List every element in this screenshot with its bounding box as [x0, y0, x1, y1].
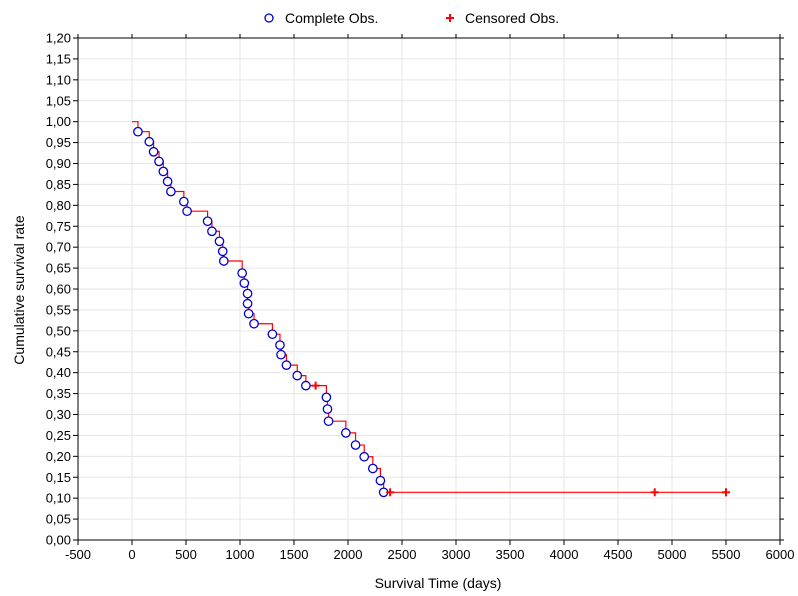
y-axis-title: Cumulative survival rate: [11, 215, 27, 365]
complete-obs-point: [242, 288, 253, 299]
y-tick-label: 0,00: [46, 533, 71, 548]
complete-obs-point: [243, 308, 254, 319]
x-tick-label: 1500: [280, 547, 309, 562]
censored-obs-point: [386, 488, 395, 497]
complete-obs-point: [158, 166, 169, 177]
y-tick-label: 0,10: [46, 491, 71, 506]
censored-obs-point: [311, 381, 320, 390]
x-tick-label: 6000: [766, 547, 795, 562]
y-tick-label: 1,15: [46, 51, 71, 66]
complete-obs-point: [178, 196, 189, 207]
y-tick-label: 0,25: [46, 428, 71, 443]
complete-obs-point: [144, 136, 155, 147]
x-tick-label: 2500: [388, 547, 417, 562]
complete-obs-point: [322, 404, 333, 414]
y-tick-label: 0,70: [46, 240, 71, 255]
y-tick-label: 0,60: [46, 282, 71, 297]
complete-obs-point: [267, 329, 278, 340]
complete-obs-point: [237, 268, 248, 278]
complete-obs-point: [321, 392, 332, 403]
y-tick-label: 0,80: [46, 198, 71, 213]
y-tick-label: 0,40: [46, 365, 71, 380]
legend-complete-label: Complete Obs.: [285, 10, 378, 26]
y-tick-label: 0,30: [46, 407, 71, 422]
complete-obs-point: [166, 186, 176, 197]
y-tick-label: 0,75: [46, 219, 71, 234]
complete-obs-point: [375, 475, 386, 486]
complete-obs-point: [276, 349, 286, 360]
x-tick-label: 3500: [496, 547, 525, 562]
x-tick-label: 1000: [226, 547, 255, 562]
y-tick-label: 0,65: [46, 261, 71, 276]
legend-censored-marker: [446, 14, 454, 22]
complete-obs-point: [359, 451, 370, 462]
complete-obs-point: [217, 246, 228, 257]
data-marks: [133, 126, 730, 498]
y-tick-label: 0,55: [46, 302, 71, 317]
y-tick-label: 0,15: [46, 470, 71, 485]
y-tick-label: 0,05: [46, 512, 71, 527]
y-tick-label: 1,05: [46, 93, 71, 108]
complete-obs-point: [249, 318, 259, 329]
x-tick-label: 500: [175, 547, 197, 562]
y-tick-label: 1,00: [46, 114, 71, 129]
y-tick-label: 0,45: [46, 344, 71, 359]
y-tick-label: 1,20: [46, 31, 71, 46]
y-tick-label: 0,95: [46, 135, 71, 150]
legend-complete-marker: [264, 13, 274, 23]
complete-obs-point: [207, 226, 217, 237]
censored-obs-point: [722, 488, 730, 497]
grid: [77, 37, 781, 541]
x-tick-label: 5000: [658, 547, 687, 562]
x-tick-label: 4500: [604, 547, 633, 562]
x-tick-label: 5500: [712, 547, 741, 562]
complete-obs-point: [154, 156, 164, 167]
x-tick-label: 0: [128, 547, 135, 562]
survival-step-line: [132, 121, 726, 493]
complete-obs-point: [340, 428, 351, 438]
complete-obs-point: [275, 340, 285, 350]
axes: -500 0 500 1000 1500 2000 2500 3000 3500 4000 4500…: [46, 31, 795, 563]
complete-obs-point: [242, 298, 253, 309]
x-tick-label: -500: [65, 547, 91, 562]
x-axis-title: Survival Time (days): [375, 575, 502, 591]
censored-obs-point: [650, 488, 659, 497]
complete-obs-point: [214, 236, 225, 247]
x-tick-label: 3000: [442, 547, 471, 562]
complete-obs-point: [367, 463, 378, 474]
complete-obs-point: [148, 146, 159, 157]
complete-obs-point: [301, 380, 311, 391]
complete-obs-point: [218, 256, 229, 266]
km-step-path: [132, 121, 726, 493]
complete-obs-point: [239, 278, 250, 288]
y-tick-label: 0,90: [46, 156, 71, 171]
legend: Complete Obs. Censored Obs.: [264, 10, 559, 26]
complete-obs-point: [202, 216, 213, 227]
x-tick-label: 2000: [334, 547, 363, 562]
legend-censored-label: Censored Obs.: [465, 10, 559, 26]
complete-obs-point: [182, 206, 192, 217]
x-tick-label: 4000: [550, 547, 579, 562]
y-tick-label: 0,20: [46, 449, 71, 464]
y-tick-label: 0,35: [46, 386, 71, 401]
complete-obs-point: [292, 370, 303, 381]
complete-obs-point: [350, 440, 361, 450]
y-tick-label: 0,50: [46, 323, 71, 338]
y-tick-label: 0,85: [46, 177, 71, 192]
complete-obs-point: [323, 416, 334, 427]
y-tick-label: 1,10: [46, 72, 71, 87]
complete-obs-point: [162, 176, 173, 187]
complete-obs-point: [281, 360, 292, 370]
complete-obs-point: [133, 126, 143, 137]
